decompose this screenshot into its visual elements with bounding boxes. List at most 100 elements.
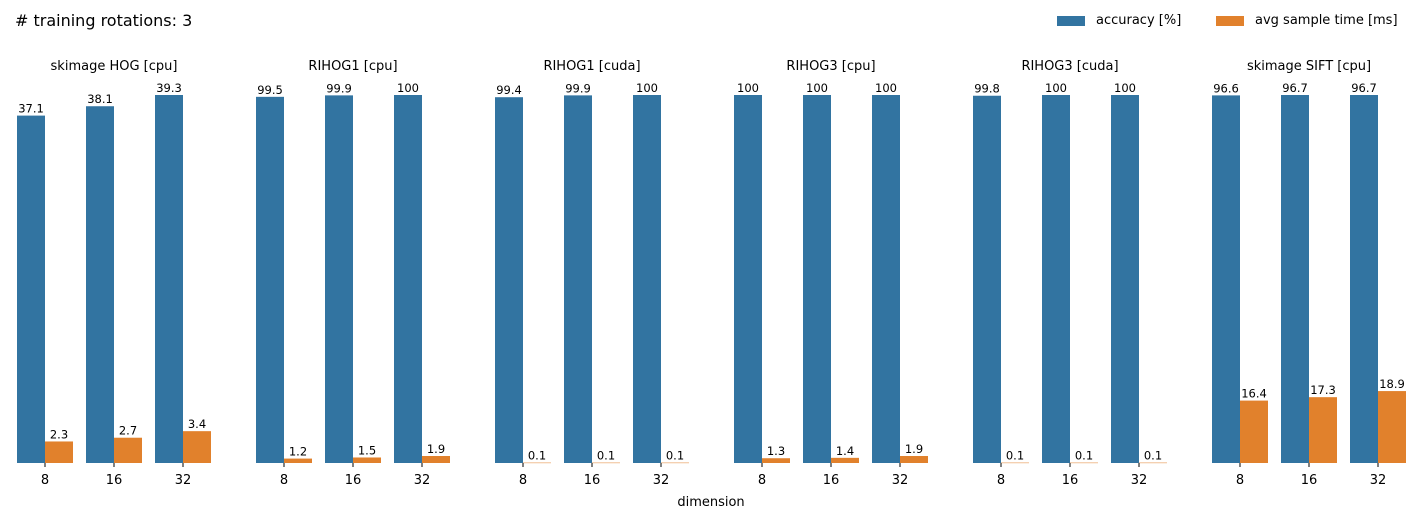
panel-title: skimage SIFT [cpu] — [1247, 59, 1371, 74]
bar-sample-time — [1139, 462, 1167, 464]
x-tick-label: 32 — [1131, 473, 1148, 488]
bar-accuracy — [1111, 95, 1139, 463]
x-tick-label: 8 — [997, 473, 1005, 488]
data-label: 99.5 — [257, 83, 283, 97]
x-tick-label: 8 — [41, 473, 49, 488]
data-label: 0.1 — [597, 449, 615, 463]
data-label: 38.1 — [87, 92, 113, 106]
panel-title: RIHOG1 [cuda] — [543, 59, 640, 74]
panel-title: skimage HOG [cpu] — [51, 59, 178, 74]
bar-sample-time — [661, 462, 689, 464]
legend-label-accuracy: accuracy [%] — [1096, 13, 1182, 28]
data-label: 99.8 — [974, 82, 1000, 96]
data-label: 96.7 — [1282, 81, 1308, 95]
bar-sample-time — [1240, 400, 1268, 463]
bar-accuracy — [256, 96, 284, 463]
bar-accuracy — [803, 95, 831, 463]
bar-accuracy — [973, 95, 1001, 464]
panel-title: RIHOG3 [cuda] — [1021, 59, 1118, 74]
x-tick-label: 16 — [584, 473, 601, 488]
data-label: 100 — [875, 81, 897, 95]
bar-sample-time — [114, 437, 142, 463]
data-label: 2.3 — [50, 427, 68, 441]
bar-sample-time — [592, 462, 620, 464]
data-label: 100 — [397, 81, 419, 95]
data-label: 37.1 — [18, 102, 44, 116]
data-label: 0.1 — [528, 449, 546, 463]
legend-swatch-sample-time — [1216, 15, 1244, 26]
x-tick-label: 16 — [1062, 473, 1079, 488]
bar-sample-time — [762, 458, 790, 463]
data-label: 100 — [636, 81, 658, 95]
x-tick-label: 16 — [106, 473, 123, 488]
x-tick-label: 16 — [823, 473, 840, 488]
bar-sample-time — [353, 457, 381, 463]
data-label: 16.4 — [1241, 387, 1267, 401]
x-tick-label: 32 — [175, 473, 192, 488]
data-label: 18.9 — [1379, 377, 1405, 391]
bar-accuracy — [1350, 95, 1378, 463]
data-label: 2.7 — [119, 424, 137, 438]
bar-sample-time — [422, 456, 450, 463]
x-tick-label: 16 — [345, 473, 362, 488]
bar-accuracy — [86, 106, 114, 464]
data-label: 1.2 — [289, 445, 307, 459]
bar-accuracy — [495, 97, 523, 463]
bar-accuracy — [394, 95, 422, 463]
bar-accuracy — [633, 95, 661, 463]
figure-suptitle: # training rotations: 3 — [15, 11, 193, 30]
bar-sample-time — [1001, 462, 1029, 464]
data-label: 100 — [1045, 81, 1067, 95]
legend-item-accuracy: accuracy [%] — [1057, 13, 1181, 28]
data-label: 0.1 — [666, 449, 684, 463]
bar-sample-time — [900, 456, 928, 463]
x-tick-label: 32 — [892, 473, 909, 488]
data-label: 0.1 — [1144, 449, 1162, 463]
bar-sample-time — [831, 457, 859, 463]
legend-label-sample-time: avg sample time [ms] — [1255, 13, 1398, 28]
data-label: 39.3 — [156, 81, 182, 95]
data-label: 0.1 — [1006, 449, 1024, 463]
x-tick-label: 16 — [1301, 473, 1318, 488]
data-label: 100 — [737, 81, 759, 95]
data-label: 1.5 — [358, 443, 376, 457]
bar-accuracy — [17, 115, 45, 463]
bar-accuracy — [325, 95, 353, 464]
x-tick-label: 32 — [653, 473, 670, 488]
x-axis-label: dimension — [677, 495, 745, 510]
data-label: 96.7 — [1351, 81, 1377, 95]
bar-sample-time — [183, 431, 211, 463]
bar-accuracy — [1212, 95, 1240, 464]
x-tick-label: 32 — [1370, 473, 1387, 488]
x-tick-label: 8 — [280, 473, 288, 488]
data-label: 100 — [806, 81, 828, 95]
data-label: 3.4 — [188, 417, 206, 431]
bar-accuracy — [734, 95, 762, 463]
data-label: 99.9 — [565, 81, 591, 95]
legend-swatch-accuracy — [1057, 15, 1085, 26]
data-label: 99.4 — [496, 83, 522, 97]
data-label: 0.1 — [1075, 449, 1093, 463]
bar-sample-time — [1378, 391, 1406, 463]
bar-accuracy — [564, 95, 592, 464]
data-label: 1.4 — [836, 444, 854, 458]
bar-accuracy — [155, 95, 183, 463]
bar-sample-time — [284, 458, 312, 463]
bar-sample-time — [1309, 397, 1337, 463]
data-label: 1.3 — [767, 444, 785, 458]
bar-accuracy — [872, 95, 900, 463]
data-label: 1.9 — [905, 442, 923, 456]
data-label: 1.9 — [427, 442, 445, 456]
bar-sample-time — [1070, 462, 1098, 464]
panel-title: RIHOG1 [cpu] — [308, 59, 397, 74]
x-tick-label: 32 — [414, 473, 431, 488]
x-tick-label: 8 — [519, 473, 527, 488]
data-label: 17.3 — [1310, 383, 1336, 397]
x-tick-label: 8 — [1236, 473, 1244, 488]
bar-sample-time — [523, 462, 551, 464]
data-label: 100 — [1114, 81, 1136, 95]
data-label: 99.9 — [326, 81, 352, 95]
panel-title: RIHOG3 [cpu] — [786, 59, 875, 74]
legend-item-sample-time: avg sample time [ms] — [1216, 13, 1398, 28]
